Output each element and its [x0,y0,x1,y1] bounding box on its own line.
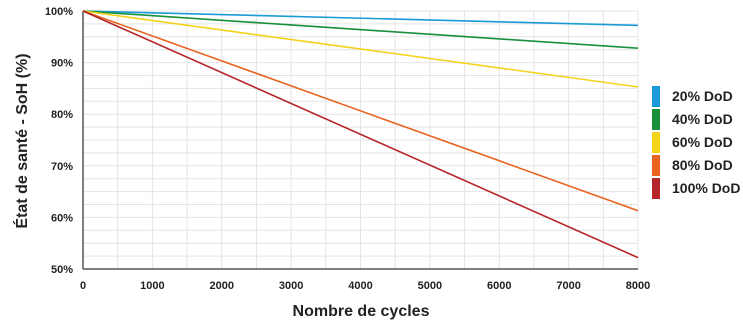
x-tick-label: 7000 [556,280,580,292]
y-tick-label: 50% [51,264,73,276]
x-tick-label: 5000 [418,280,442,292]
legend-swatch [652,178,660,199]
legend-label: 60% DoD [672,134,733,150]
y-tick-label: 80% [51,109,73,121]
x-tick-label: 3000 [279,280,303,292]
x-tick-label: 8000 [626,280,650,292]
legend-swatch [652,86,660,107]
legend-swatch [652,155,660,176]
x-tick-label: 4000 [348,280,372,292]
legend-label: 80% DoD [672,157,733,173]
legend-swatch [652,132,660,153]
legend-label: 40% DoD [672,111,733,127]
y-tick-label: 100% [45,6,73,18]
x-tick-label: 1000 [140,280,164,292]
x-axis-title: Nombre de cycles [293,303,430,320]
legend-label: 20% DoD [672,88,733,104]
y-tick-labels: 50% 60% 70% 80% 90% 100% [45,6,73,276]
x-tick-label: 6000 [487,280,511,292]
y-tick-label: 70% [51,161,73,173]
y-axis-title: État de santé - SoH (%) [12,53,31,228]
y-tick-label: 60% [51,212,73,224]
y-tick-label: 90% [51,58,73,70]
x-tick-label: 0 [80,280,86,292]
legend-label: 100% DoD [672,180,740,196]
x-tick-labels: 0 1000 2000 3000 4000 5000 6000 7000 8000 [80,280,650,292]
legend: 20% DoD 40% DoD 60% DoD 80% DoD 100% DoD [652,86,740,199]
legend-swatch [652,109,660,130]
x-tick-label: 2000 [210,280,234,292]
